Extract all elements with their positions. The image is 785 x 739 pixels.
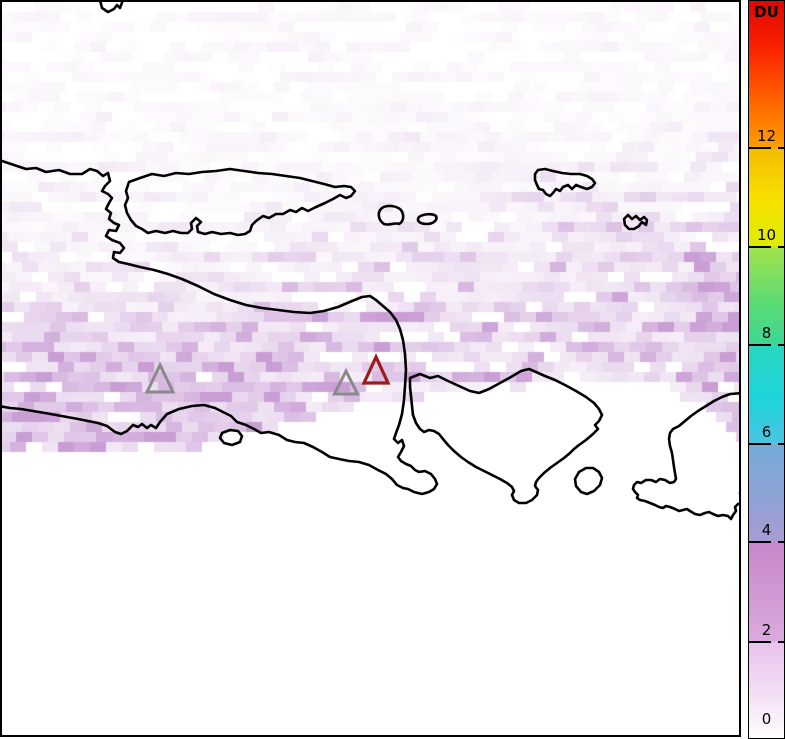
colorbar-tick (749, 246, 771, 248)
coastline-nusa-penida (573, 466, 604, 496)
colorbar-gradient (749, 1, 784, 738)
coastline-island-sapudi (377, 204, 405, 226)
coastline-small-island-east (622, 213, 649, 231)
coastline-madura-island (123, 167, 357, 237)
colorbar-unit-label: DU (754, 3, 779, 21)
colorbar-tick (778, 344, 784, 346)
coastline-island-top-edge (99, 2, 124, 14)
coastline-bali-island (408, 367, 604, 505)
colorbar-tick (749, 443, 771, 445)
coastline-coastal-islet-south (218, 428, 244, 447)
colorbar-tick-label: 4 (761, 521, 772, 539)
coastline-kangean-island (533, 167, 597, 198)
coastline-svg (2, 2, 739, 521)
colorbar-tick (749, 344, 771, 346)
colorbar-tick-label: 12 (756, 127, 777, 145)
colorbar-tick (749, 641, 771, 643)
colorbar-zero-label: 0 (761, 710, 772, 728)
colorbar-tick-label: 2 (761, 621, 772, 639)
colorbar-tick-label: 10 (756, 226, 777, 244)
colorbar-tick (749, 541, 771, 543)
colorbar-tick-label: 8 (761, 324, 772, 342)
volcano-marker-red-active (361, 353, 391, 385)
colorbar: 12 10 8 6 4 2 0 DU (748, 0, 785, 739)
colorbar-tick-label: 6 (761, 423, 772, 441)
map-panel (0, 0, 741, 737)
colorbar-tick (778, 641, 784, 643)
colorbar-tick (778, 443, 784, 445)
colorbar-tick (778, 246, 784, 248)
coastline-java-east-coast (2, 159, 439, 496)
coastline-island-raas (416, 212, 438, 226)
volcano-marker-gray-central (332, 367, 360, 396)
colorbar-tick (778, 541, 784, 543)
coastline-lombok-island (631, 392, 739, 521)
colorbar-tick (778, 147, 784, 149)
volcano-marker-gray-west (144, 361, 176, 394)
colorbar-tick (749, 147, 771, 149)
